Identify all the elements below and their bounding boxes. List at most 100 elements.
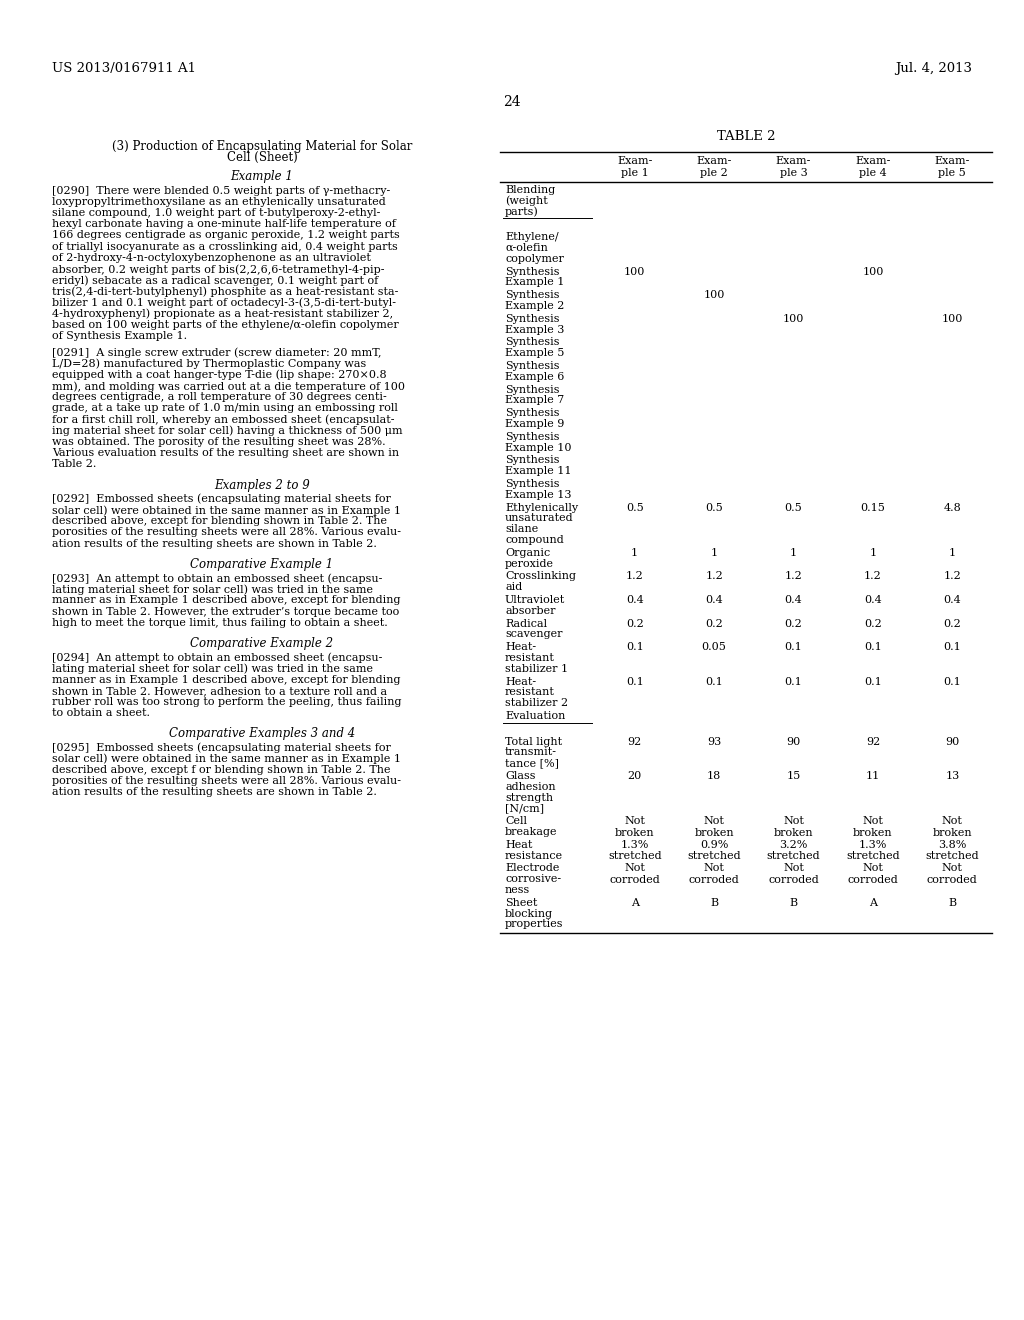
Text: Synthesis: Synthesis bbox=[505, 267, 559, 277]
Text: 1.2: 1.2 bbox=[784, 572, 803, 581]
Text: α-olefin: α-olefin bbox=[505, 243, 548, 253]
Text: transmit-: transmit- bbox=[505, 747, 557, 758]
Text: L/D=28) manufactured by Thermoplastic Company was: L/D=28) manufactured by Thermoplastic Co… bbox=[52, 359, 367, 370]
Text: 100: 100 bbox=[942, 314, 963, 323]
Text: Synthesis: Synthesis bbox=[505, 432, 559, 442]
Text: Not
corroded: Not corroded bbox=[927, 863, 978, 884]
Text: grade, at a take up rate of 1.0 m/min using an embossing roll: grade, at a take up rate of 1.0 m/min us… bbox=[52, 404, 398, 413]
Text: silane: silane bbox=[505, 524, 539, 535]
Text: solar cell) were obtained in the same manner as in Example 1: solar cell) were obtained in the same ma… bbox=[52, 506, 401, 516]
Text: peroxide: peroxide bbox=[505, 558, 554, 569]
Text: bilizer 1 and 0.1 weight part of octadecyl-3-(3,5-di-tert-butyl-: bilizer 1 and 0.1 weight part of octadec… bbox=[52, 297, 396, 308]
Text: 0.1: 0.1 bbox=[626, 643, 643, 652]
Text: A: A bbox=[631, 898, 639, 908]
Text: Electrode: Electrode bbox=[505, 863, 559, 874]
Text: 24: 24 bbox=[503, 95, 521, 110]
Text: 100: 100 bbox=[782, 314, 804, 323]
Text: [0292]  Embossed sheets (encapsulating material sheets for: [0292] Embossed sheets (encapsulating ma… bbox=[52, 494, 391, 504]
Text: Example 6: Example 6 bbox=[505, 372, 564, 381]
Text: Example 1: Example 1 bbox=[505, 277, 564, 288]
Text: Example 13: Example 13 bbox=[505, 490, 571, 500]
Text: 0.2: 0.2 bbox=[864, 619, 882, 628]
Text: resistance: resistance bbox=[505, 850, 563, 861]
Text: Sheet: Sheet bbox=[505, 898, 538, 908]
Text: 0.1: 0.1 bbox=[864, 677, 882, 686]
Text: Exam-
ple 5: Exam- ple 5 bbox=[935, 156, 970, 178]
Text: Example 9: Example 9 bbox=[505, 418, 564, 429]
Text: Exam-
ple 4: Exam- ple 4 bbox=[855, 156, 891, 178]
Text: 18: 18 bbox=[707, 771, 721, 781]
Text: 0.1: 0.1 bbox=[784, 643, 803, 652]
Text: resistant: resistant bbox=[505, 688, 555, 697]
Text: Heat-: Heat- bbox=[505, 643, 537, 652]
Text: 1: 1 bbox=[949, 548, 955, 558]
Text: adhesion: adhesion bbox=[505, 781, 556, 792]
Text: A: A bbox=[869, 898, 877, 908]
Text: 4.8: 4.8 bbox=[943, 503, 962, 512]
Text: [N/cm]: [N/cm] bbox=[505, 804, 544, 813]
Text: unsaturated: unsaturated bbox=[505, 513, 573, 524]
Text: blocking: blocking bbox=[505, 908, 553, 919]
Text: 1: 1 bbox=[790, 548, 797, 558]
Text: Example 11: Example 11 bbox=[505, 466, 571, 477]
Text: mm), and molding was carried out at a die temperature of 100: mm), and molding was carried out at a di… bbox=[52, 381, 406, 392]
Text: B: B bbox=[948, 898, 956, 908]
Text: breakage: breakage bbox=[505, 828, 557, 837]
Text: porosities of the resulting sheets were all 28%. Various evalu-: porosities of the resulting sheets were … bbox=[52, 776, 401, 787]
Text: ation results of the resulting sheets are shown in Table 2.: ation results of the resulting sheets ar… bbox=[52, 539, 377, 549]
Text: properties: properties bbox=[505, 920, 563, 929]
Text: Blending: Blending bbox=[505, 185, 555, 195]
Text: of triallyl isocyanurate as a crosslinking aid, 0.4 weight parts: of triallyl isocyanurate as a crosslinki… bbox=[52, 242, 397, 252]
Text: 0.2: 0.2 bbox=[626, 619, 643, 628]
Text: tance [%]: tance [%] bbox=[505, 758, 559, 768]
Text: Comparative Example 2: Comparative Example 2 bbox=[190, 638, 334, 649]
Text: Not
corroded: Not corroded bbox=[768, 863, 819, 884]
Text: Cell (Sheet): Cell (Sheet) bbox=[226, 152, 297, 164]
Text: of 2-hydroxy-4-n-octyloxybenzophenone as an ultraviolet: of 2-hydroxy-4-n-octyloxybenzophenone as… bbox=[52, 253, 371, 263]
Text: 0.1: 0.1 bbox=[626, 677, 643, 686]
Text: TABLE 2: TABLE 2 bbox=[717, 129, 775, 143]
Text: Example 2: Example 2 bbox=[505, 301, 564, 312]
Text: Evaluation: Evaluation bbox=[505, 711, 565, 721]
Text: 1.3%
stretched: 1.3% stretched bbox=[608, 840, 662, 862]
Text: 90: 90 bbox=[786, 737, 801, 747]
Text: Example 10: Example 10 bbox=[505, 442, 571, 453]
Text: (3) Production of Encapsulating Material for Solar: (3) Production of Encapsulating Material… bbox=[112, 140, 413, 153]
Text: compound: compound bbox=[505, 535, 564, 545]
Text: loxypropyltrimethoxysilane as an ethylenically unsaturated: loxypropyltrimethoxysilane as an ethylen… bbox=[52, 197, 386, 207]
Text: Ethylenically: Ethylenically bbox=[505, 503, 579, 512]
Text: 92: 92 bbox=[628, 737, 642, 747]
Text: tris(2,4-di-tert-butylphenyl) phosphite as a heat-resistant sta-: tris(2,4-di-tert-butylphenyl) phosphite … bbox=[52, 286, 398, 297]
Text: manner as in Example 1 described above, except for blending: manner as in Example 1 described above, … bbox=[52, 675, 400, 685]
Text: absorber: absorber bbox=[505, 606, 555, 616]
Text: Synthesis: Synthesis bbox=[505, 360, 559, 371]
Text: 1.3%
stretched: 1.3% stretched bbox=[846, 840, 900, 862]
Text: Synthesis: Synthesis bbox=[505, 479, 559, 488]
Text: Various evaluation results of the resulting sheet are shown in: Various evaluation results of the result… bbox=[52, 449, 399, 458]
Text: Crosslinking: Crosslinking bbox=[505, 572, 575, 581]
Text: Exam-
ple 3: Exam- ple 3 bbox=[776, 156, 811, 178]
Text: Synthesis: Synthesis bbox=[505, 455, 559, 466]
Text: shown in Table 2. However, adhesion to a texture roll and a: shown in Table 2. However, adhesion to a… bbox=[52, 686, 387, 696]
Text: resistant: resistant bbox=[505, 653, 555, 663]
Text: Not
broken: Not broken bbox=[774, 816, 813, 838]
Text: 0.9%
stretched: 0.9% stretched bbox=[687, 840, 741, 862]
Text: US 2013/0167911 A1: US 2013/0167911 A1 bbox=[52, 62, 196, 75]
Text: shown in Table 2. However, the extruder’s torque became too: shown in Table 2. However, the extruder’… bbox=[52, 607, 399, 616]
Text: Table 2.: Table 2. bbox=[52, 459, 96, 470]
Text: Not
broken: Not broken bbox=[933, 816, 972, 838]
Text: lating material sheet for solar cell) was tried in the same: lating material sheet for solar cell) wa… bbox=[52, 585, 373, 595]
Text: 90: 90 bbox=[945, 737, 959, 747]
Text: Radical: Radical bbox=[505, 619, 547, 628]
Text: 1: 1 bbox=[631, 548, 638, 558]
Text: ness: ness bbox=[505, 884, 530, 895]
Text: 0.4: 0.4 bbox=[864, 595, 882, 605]
Text: solar cell) were obtained in the same manner as in Example 1: solar cell) were obtained in the same ma… bbox=[52, 754, 401, 764]
Text: Comparative Examples 3 and 4: Comparative Examples 3 and 4 bbox=[169, 727, 355, 741]
Text: 1: 1 bbox=[869, 548, 877, 558]
Text: 100: 100 bbox=[624, 267, 645, 277]
Text: Not
corroded: Not corroded bbox=[848, 863, 898, 884]
Text: stabilizer 1: stabilizer 1 bbox=[505, 664, 568, 673]
Text: to obtain a sheet.: to obtain a sheet. bbox=[52, 709, 150, 718]
Text: high to meet the torque limit, thus failing to obtain a sheet.: high to meet the torque limit, thus fail… bbox=[52, 618, 388, 628]
